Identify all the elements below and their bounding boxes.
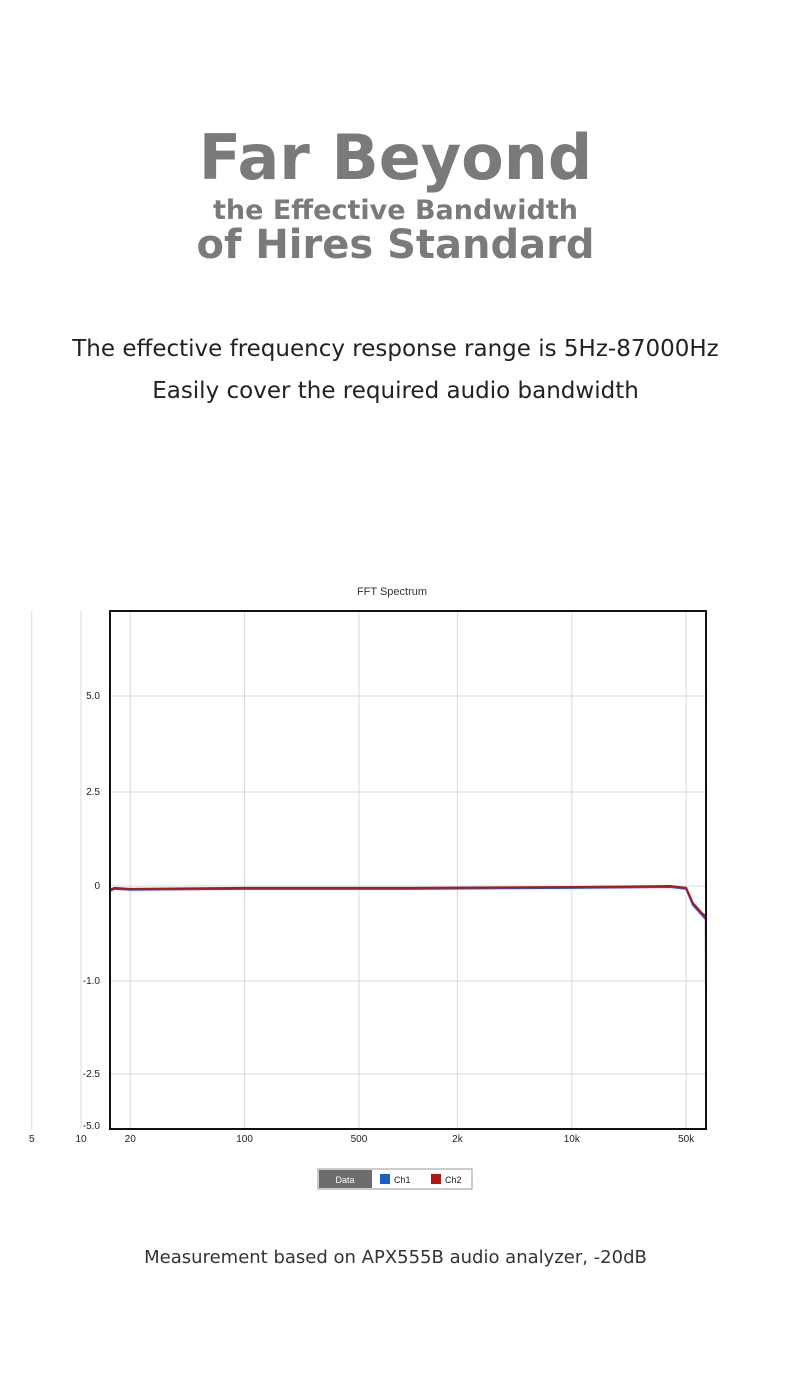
page-subtitle-line1: the Effective Bandwidth: [213, 195, 578, 226]
x-tick-label: 50k: [678, 1134, 695, 1145]
x-tick-label: 10k: [564, 1134, 581, 1145]
y-tick-label: -5.0: [83, 1121, 101, 1132]
x-tick-label: 20: [125, 1134, 137, 1145]
measurement-note: Measurement based on APX555B audio analy…: [144, 1247, 647, 1268]
y-tick-label: 5.0: [86, 691, 100, 702]
grid: [31, 611, 706, 1129]
x-tick-label: 5: [29, 1134, 35, 1145]
page-subtitle-line2: of Hires Standard: [196, 222, 595, 268]
series-line-ch1: [109, 886, 707, 1126]
page-title: Far Beyond: [198, 121, 593, 194]
legend: Data Ch1 Ch2: [317, 1168, 473, 1190]
legend-header: Data: [335, 1175, 354, 1185]
chart-title: FFT Spectrum: [357, 586, 427, 598]
series-layer: [109, 885, 707, 1126]
x-tick-label: 500: [351, 1134, 368, 1145]
fft-spectrum-chart: FFT Spectrum 5 10 20 100 500 2k 10k 50k 5.0 2.5 0 -…: [29, 586, 707, 1190]
y-tick-label: 2.5: [86, 787, 100, 798]
description-line1: The effective frequency response range i…: [72, 336, 719, 362]
y-tick-label: 0: [94, 881, 100, 892]
x-tick-label: 2k: [452, 1134, 464, 1145]
series-line-ch2: [109, 885, 707, 1126]
x-tick-label: 100: [236, 1134, 253, 1145]
x-tick-label: 10: [75, 1134, 87, 1145]
axis-ticks: 5 10 20 100 500 2k 10k 50k 5.0 2.5 0 -1.0 -2.5 -5.0: [29, 691, 695, 1145]
legend-label-ch1: Ch1: [394, 1175, 411, 1185]
legend-swatch-ch1: [380, 1174, 390, 1184]
legend-label-ch2: Ch2: [445, 1175, 462, 1185]
y-tick-label: -1.0: [83, 976, 101, 987]
legend-header-bg: [319, 1170, 372, 1188]
plot-frame: [109, 610, 707, 1130]
legend-swatch-ch2: [431, 1174, 441, 1184]
y-tick-label: -2.5: [83, 1069, 101, 1080]
description-line2: Easily cover the required audio bandwidt…: [152, 378, 639, 404]
